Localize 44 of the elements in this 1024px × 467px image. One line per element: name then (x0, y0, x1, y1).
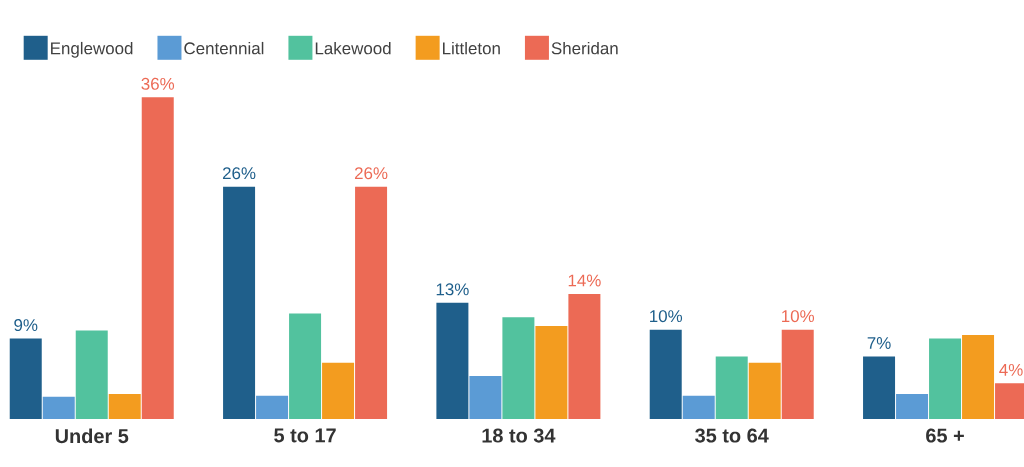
bar (715, 356, 748, 419)
legend-label: Lakewood (315, 41, 391, 55)
bar (568, 293, 601, 419)
bar (355, 186, 388, 419)
data-label: 36% (141, 77, 175, 90)
bar (223, 186, 256, 419)
legend-label: Littleton (443, 41, 500, 55)
bar (322, 362, 355, 419)
data-label: 10% (650, 310, 683, 323)
legend-label: Centennial (184, 41, 264, 55)
bar (962, 335, 995, 419)
bar (289, 313, 322, 419)
bar (748, 362, 781, 419)
bar (535, 326, 568, 419)
bar (682, 395, 715, 419)
bar (502, 317, 535, 419)
legend-label: Sheridan (551, 41, 618, 55)
bar (108, 393, 141, 419)
bar (929, 338, 962, 419)
bar (141, 97, 174, 419)
data-label: 26% (354, 167, 388, 180)
bar (649, 329, 682, 419)
bar (896, 393, 929, 419)
data-label: 13% (436, 283, 469, 296)
data-label: 14% (568, 274, 601, 287)
x-tick-label: 5 to 17 (274, 428, 336, 443)
data-label: 26% (222, 167, 256, 180)
data-label: 4% (999, 363, 1023, 376)
bar (75, 330, 108, 419)
bar (42, 396, 75, 419)
x-tick-label: Under 5 (55, 428, 129, 444)
bar (256, 395, 289, 419)
bar (436, 302, 469, 419)
x-tick-label: 35 to 64 (695, 428, 769, 443)
data-label: 7% (867, 337, 891, 349)
data-label: 9% (14, 319, 38, 332)
bar (863, 356, 896, 419)
x-tick-label: 65 + (926, 428, 964, 443)
legend-label: Englewood (51, 41, 133, 58)
bar (9, 338, 42, 419)
bar (781, 329, 814, 419)
bar (469, 376, 502, 419)
data-label: 10% (782, 310, 815, 323)
x-tick-label: 18 to 34 (482, 428, 556, 443)
